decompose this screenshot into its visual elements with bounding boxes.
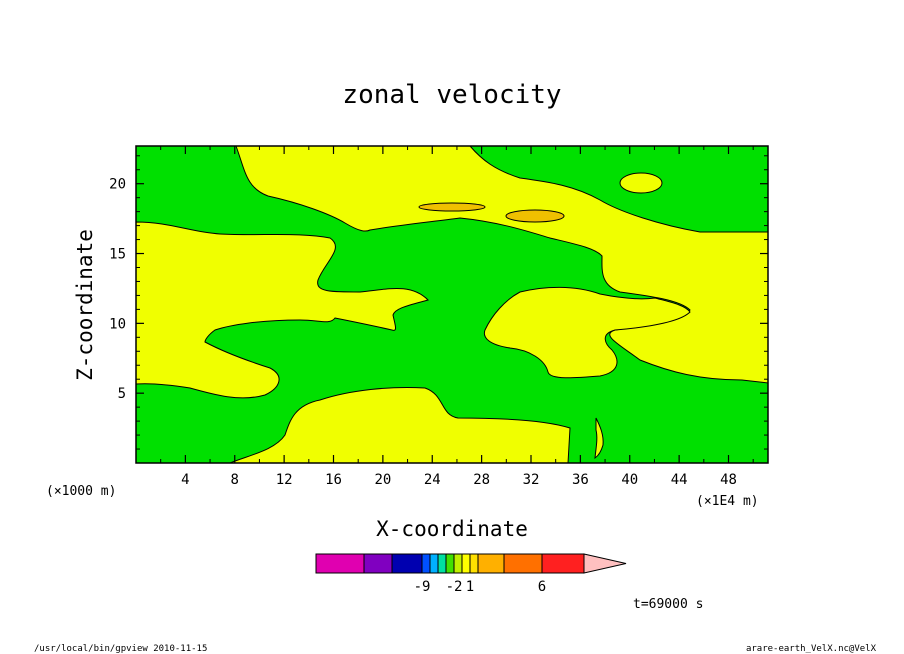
- x-axis-label: X-coordinate: [376, 517, 528, 541]
- chart-title: zonal velocity: [342, 80, 561, 110]
- colorbar-swatch: [429, 553, 439, 574]
- x-axis-ticks: 4 8 12 16 20 24 28 32 36 40 44 48: [160, 146, 754, 488]
- colorbar-label: 1: [466, 579, 474, 595]
- colorbar-label: 6: [538, 579, 546, 595]
- colorbar-swatch: [469, 553, 479, 574]
- y-axis-label: Z-coordinate: [73, 229, 97, 381]
- y-tick-label: 20: [109, 177, 126, 193]
- plot-frame: [135, 145, 769, 464]
- colorbar-swatch: [477, 553, 505, 574]
- colorbar-swatch: [461, 553, 471, 574]
- y-axis-ticks: 5 10 15 20: [109, 155, 768, 450]
- y-tick-label: 10: [109, 316, 126, 332]
- x-tick-label: 8: [231, 472, 239, 488]
- x-tick-label: 36: [572, 472, 589, 488]
- colorbar-swatch: [421, 553, 431, 574]
- field-region-yellow-island: [619, 172, 663, 194]
- field-region-yellow-sliver: [594, 417, 604, 460]
- colorbar-swatch: [541, 553, 585, 574]
- footer-left: /usr/local/bin/gpview 2010-11-15: [34, 644, 207, 654]
- y-tick-label: 15: [109, 247, 126, 263]
- field-region-yellow-left: [135, 221, 429, 399]
- y-tick-label: 5: [118, 386, 126, 402]
- x-tick-label: 44: [671, 472, 688, 488]
- field-region-orange-2: [505, 209, 565, 223]
- x-tick-label: 16: [325, 472, 342, 488]
- colorbar-swatch: [503, 553, 543, 574]
- colorbar-arrow: [583, 553, 627, 574]
- x-unit-right: (×1E4 m): [696, 494, 759, 509]
- x-tick-label: 28: [473, 472, 490, 488]
- x-tick-label: 20: [374, 472, 391, 488]
- field-region-yellow-bottom: [229, 387, 571, 464]
- colorbar-swatch: [453, 553, 463, 574]
- time-label: t=69000 s: [633, 597, 703, 612]
- field-region-orange-1: [418, 202, 486, 212]
- colorbar-swatch: [391, 553, 423, 574]
- x-unit-left: (×1000 m): [46, 484, 116, 499]
- x-tick-label: 32: [523, 472, 540, 488]
- colorbar-swatch: [445, 553, 455, 574]
- colorbar: -9 -2 1 6: [315, 553, 627, 595]
- field-region-yellow-top: [235, 145, 769, 384]
- x-tick-label: 40: [621, 472, 638, 488]
- colorbar-swatch: [363, 553, 393, 574]
- x-tick-label: 12: [276, 472, 293, 488]
- colorbar-label: -2: [446, 579, 463, 595]
- x-tick-label: 24: [424, 472, 441, 488]
- colorbar-swatch: [437, 553, 447, 574]
- footer-right: arare-earth_VelX.nc@VelX: [746, 644, 877, 654]
- x-tick-label: 48: [720, 472, 737, 488]
- x-tick-label: 4: [181, 472, 189, 488]
- colorbar-swatch: [315, 553, 365, 574]
- colorbar-label: -9: [414, 579, 431, 595]
- field-region-yellow-mid: [483, 286, 691, 379]
